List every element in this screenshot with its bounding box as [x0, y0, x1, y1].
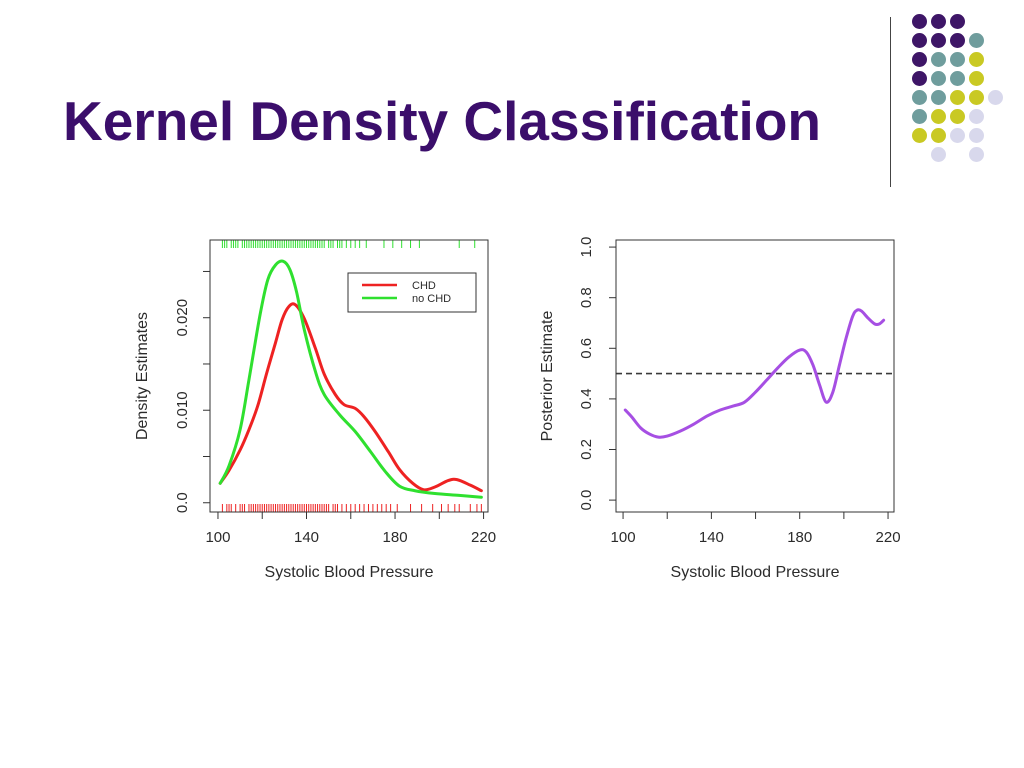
decorative-dot-purple — [950, 33, 965, 48]
decorative-dot-teal — [931, 71, 946, 86]
density-chart-marks: 100 140 180 220 0.0 0.010 0.020 — [174, 239, 496, 546]
y-tick-label: 0.0 — [578, 490, 595, 511]
decorative-dot-purple — [931, 14, 946, 29]
decorative-dot-lavender — [969, 109, 984, 124]
decorative-dot-purple — [912, 33, 927, 48]
y-tick-label: 0.2 — [578, 439, 595, 460]
decorative-dot-purple — [912, 52, 927, 67]
decorative-dot-yellow — [950, 109, 965, 124]
x-tick-label: 140 — [294, 529, 319, 546]
decorative-dot-teal — [969, 33, 984, 48]
decorative-dot-yellow — [969, 52, 984, 67]
decorative-dot-yellow — [969, 71, 984, 86]
x-tick-label: 100 — [611, 529, 636, 546]
decorative-dot-lavender — [931, 147, 946, 162]
decorative-dot-teal — [950, 71, 965, 86]
plot-frame — [209, 239, 489, 513]
y-tick-label: 0.4 — [578, 388, 595, 409]
decorative-dot-teal — [912, 90, 927, 105]
density-estimates-chart: 100 140 180 220 0.0 0.010 0.020 Systolic Blood… — [134, 239, 496, 581]
decorative-dot-teal — [950, 52, 965, 67]
x-tick-label: 180 — [383, 529, 408, 546]
slide-title: Kernel Density Classification — [63, 90, 822, 152]
decorative-dot-grid — [912, 14, 1007, 166]
decorative-dot-yellow — [931, 109, 946, 124]
decorative-dot-purple — [912, 71, 927, 86]
y-axis-label: Density Estimates — [134, 312, 151, 440]
title-divider-line — [890, 17, 891, 187]
legend-box — [347, 272, 477, 313]
y-tick-label: 0.020 — [174, 299, 191, 337]
plot-frame — [615, 239, 895, 513]
x-axis-label: Systolic Blood Pressure — [265, 564, 434, 581]
decorative-dot-lavender — [969, 128, 984, 143]
x-axis-label: Systolic Blood Pressure — [671, 564, 840, 581]
y-tick-label: 0.6 — [578, 338, 595, 359]
posterior-curve — [623, 308, 886, 439]
decorative-dot-yellow — [931, 128, 946, 143]
decorative-dot-purple — [950, 14, 965, 29]
decorative-dot-purple — [912, 14, 927, 29]
x-tick-label: 100 — [205, 529, 230, 546]
chd-density-curve — [218, 302, 483, 493]
decorative-dot-lavender — [950, 128, 965, 143]
decorative-dot-lavender — [969, 147, 984, 162]
decorative-dot-teal — [931, 90, 946, 105]
y-axis-label: Posterior Estimate — [539, 311, 556, 442]
x-tick-label: 180 — [787, 529, 812, 546]
decorative-dot-teal — [931, 52, 946, 67]
legend-label-chd: CHD — [412, 280, 436, 292]
x-tick-label: 220 — [471, 529, 496, 546]
no-chd-density-curve — [218, 259, 483, 499]
y-tick-label: 0.010 — [174, 391, 191, 429]
decorative-dot-purple — [931, 33, 946, 48]
posterior-chart-marks: 100 140 180 220 0.0 0.2 0.4 0.6 0.8 1.0 — [578, 237, 901, 546]
posterior-estimate-chart: 100 140 180 220 0.0 0.2 0.4 0.6 0.8 1.0 Systolic … — [539, 237, 901, 581]
y-tick-label: 1.0 — [578, 237, 595, 258]
decorative-dot-yellow — [969, 90, 984, 105]
decorative-dot-yellow — [912, 128, 927, 143]
legend: CHD no CHD — [347, 272, 477, 313]
legend-label-no-chd: no CHD — [412, 293, 451, 305]
decorative-dot-lavender — [988, 90, 1003, 105]
x-tick-label: 140 — [699, 529, 724, 546]
y-tick-label: 0.0 — [174, 492, 191, 513]
decorative-dot-teal — [912, 109, 927, 124]
decorative-dot-yellow — [950, 90, 965, 105]
y-tick-label: 0.8 — [578, 287, 595, 308]
x-tick-label: 220 — [876, 529, 901, 546]
